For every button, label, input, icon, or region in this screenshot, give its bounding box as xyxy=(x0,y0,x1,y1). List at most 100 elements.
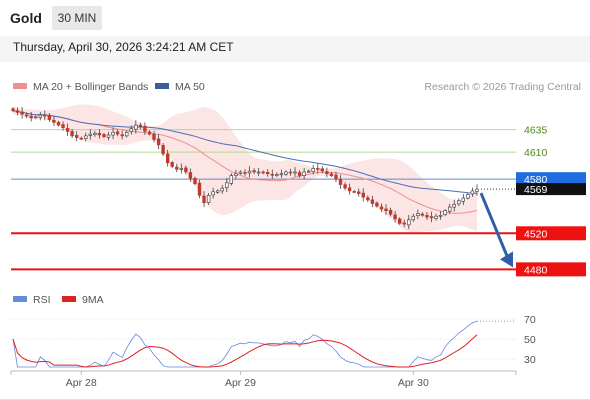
ma50-legend-label: MA 50 xyxy=(175,81,205,93)
ma50-legend-swatch xyxy=(155,83,169,89)
candle-body xyxy=(311,168,315,172)
candle-body xyxy=(229,175,233,184)
x-axis: Apr 28 Apr 29 Apr 30 xyxy=(10,371,517,389)
level-label-4635: 4635 xyxy=(524,125,548,137)
candle-body xyxy=(143,126,147,132)
candle-body xyxy=(84,135,88,139)
candle-body xyxy=(65,128,70,132)
candle-body xyxy=(275,174,279,176)
candle-body xyxy=(56,122,61,126)
forecast-arrow xyxy=(479,192,513,268)
level-label-4610: 4610 xyxy=(524,147,548,159)
candle-body xyxy=(52,119,56,123)
candle-body xyxy=(366,197,370,201)
candle-body xyxy=(179,168,183,170)
candle-body xyxy=(220,187,224,192)
candle-body xyxy=(238,171,243,174)
candle-body xyxy=(247,170,252,174)
candle-body xyxy=(33,116,38,119)
candle-body xyxy=(152,133,156,140)
bollinger-band xyxy=(13,104,477,233)
x-tick-label: Apr 28 xyxy=(66,377,97,389)
candle-body xyxy=(156,138,161,146)
candle-body xyxy=(147,131,152,135)
candle-body xyxy=(197,182,202,196)
candle-body xyxy=(279,173,284,176)
arrow-head xyxy=(500,251,513,268)
candle-body xyxy=(316,168,320,170)
rsi-legend-label: RSI xyxy=(33,294,51,306)
candle-body xyxy=(256,171,261,174)
rsi-ma-legend-label: 9MA xyxy=(82,294,104,306)
timeframe-badge[interactable]: 30 MIN xyxy=(52,6,102,30)
header: Gold 30 MIN xyxy=(0,0,590,36)
candle-body xyxy=(188,172,193,179)
timestamp-bar xyxy=(0,36,590,62)
instrument-title: Gold xyxy=(10,10,42,26)
level-label-4480: 4480 xyxy=(524,264,548,276)
candle-body xyxy=(193,178,197,185)
candle-body xyxy=(447,206,452,212)
x-tick-label: Apr 30 xyxy=(398,377,429,389)
candle-body xyxy=(356,191,361,194)
candle-body xyxy=(452,204,456,208)
candle-body xyxy=(416,213,420,217)
candle-body xyxy=(166,153,170,164)
candle-body xyxy=(302,171,306,176)
candle-body xyxy=(407,219,411,226)
candle-body xyxy=(361,192,365,198)
candle-body xyxy=(161,145,165,155)
candle-body xyxy=(438,215,443,217)
candle-body xyxy=(411,215,415,221)
candle-body xyxy=(43,114,47,117)
candle-body xyxy=(24,114,29,117)
candle-body xyxy=(120,134,124,137)
candle-body xyxy=(15,110,20,113)
rsi-line xyxy=(12,320,478,368)
candle-body xyxy=(388,209,393,215)
candle-body xyxy=(206,195,211,203)
last-price-label: 4569 xyxy=(524,184,548,196)
candle-body xyxy=(334,174,338,180)
candle-body xyxy=(320,168,324,172)
candle-body xyxy=(265,172,270,175)
candle-body xyxy=(288,171,293,174)
level-tag-4580 xyxy=(516,172,586,187)
candle-body xyxy=(384,208,388,211)
candle-body xyxy=(79,137,83,140)
candle-body xyxy=(284,171,288,175)
candle-body xyxy=(306,170,311,173)
candle-body xyxy=(461,197,465,202)
candle-body xyxy=(325,171,329,175)
bollinger-band-fill xyxy=(13,104,477,233)
rsi-tick-30: 30 xyxy=(524,354,536,366)
rsi-tick-70: 70 xyxy=(524,314,536,326)
arrow-shaft xyxy=(479,192,510,259)
candle-body xyxy=(393,214,397,220)
candle-body xyxy=(115,131,120,135)
candle-body xyxy=(202,195,206,203)
candle-body xyxy=(234,173,238,176)
candle-body xyxy=(397,218,402,224)
candle-body xyxy=(93,132,97,135)
level-label-4520: 4520 xyxy=(524,228,548,240)
candle-body xyxy=(457,200,461,205)
timestamp: Thursday, April 30, 2026 3:24:21 AM CET xyxy=(13,40,234,54)
level-lines xyxy=(11,129,586,271)
candle-body xyxy=(170,162,174,167)
candle-body xyxy=(379,206,384,210)
candle-body xyxy=(38,114,43,118)
candle-body xyxy=(343,184,347,189)
candle-body xyxy=(216,190,220,193)
candle-body xyxy=(88,133,93,136)
candle-body xyxy=(443,210,447,215)
candle-body xyxy=(375,202,379,207)
rsi-ma-legend-swatch xyxy=(62,296,76,302)
candle-body xyxy=(466,194,470,199)
moving-averages xyxy=(12,110,478,214)
rsi-panel: 70 50 30 xyxy=(11,314,536,368)
rsi-tick-50: 50 xyxy=(524,334,536,346)
